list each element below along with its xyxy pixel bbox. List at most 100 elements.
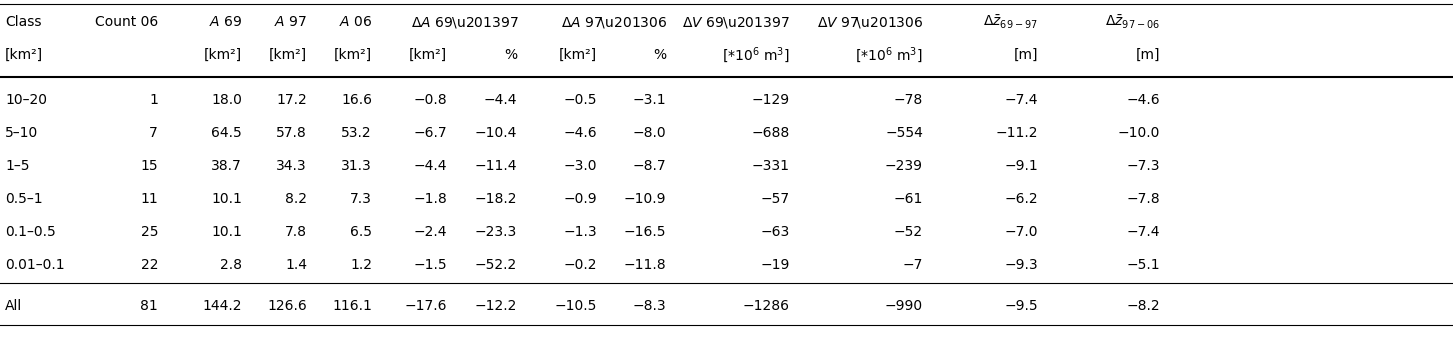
Text: −11.2: −11.2	[995, 126, 1037, 140]
Text: $\Delta\bar{z}_{97-06}$: $\Delta\bar{z}_{97-06}$	[1106, 14, 1159, 31]
Text: 11: 11	[141, 192, 158, 206]
Text: −2.4: −2.4	[414, 225, 448, 239]
Text: −52: −52	[894, 225, 923, 239]
Text: −331: −331	[753, 159, 790, 173]
Text: −8.0: −8.0	[632, 126, 665, 140]
Text: −10.9: −10.9	[623, 192, 665, 206]
Text: −4.6: −4.6	[564, 126, 597, 140]
Text: −7.4: −7.4	[1004, 93, 1037, 107]
Text: Class: Class	[4, 15, 42, 29]
Text: [*10$^6$ m$^3$]: [*10$^6$ m$^3$]	[856, 45, 923, 65]
Text: $A$ 69: $A$ 69	[209, 15, 243, 29]
Text: −0.2: −0.2	[564, 258, 597, 272]
Text: −0.9: −0.9	[564, 192, 597, 206]
Text: 144.2: 144.2	[202, 299, 243, 313]
Text: −1286: −1286	[742, 299, 790, 313]
Text: [m]: [m]	[1014, 48, 1037, 62]
Text: 8.2: 8.2	[285, 192, 307, 206]
Text: −129: −129	[751, 93, 790, 107]
Text: 0.01–0.1: 0.01–0.1	[4, 258, 64, 272]
Text: 10.1: 10.1	[211, 192, 243, 206]
Text: 7.8: 7.8	[285, 225, 307, 239]
Text: −8.3: −8.3	[632, 299, 665, 313]
Text: 31.3: 31.3	[341, 159, 372, 173]
Text: −1.3: −1.3	[564, 225, 597, 239]
Text: $\Delta A$ 97\u201306: $\Delta A$ 97\u201306	[561, 15, 667, 30]
Text: $A$ 97: $A$ 97	[275, 15, 307, 29]
Text: −1.8: −1.8	[413, 192, 448, 206]
Text: 1–5: 1–5	[4, 159, 29, 173]
Text: 17.2: 17.2	[276, 93, 307, 107]
Text: 0.1–0.5: 0.1–0.5	[4, 225, 55, 239]
Text: $\Delta\bar{z}_{69-97}$: $\Delta\bar{z}_{69-97}$	[984, 14, 1037, 31]
Text: −10.4: −10.4	[475, 126, 517, 140]
Text: −8.2: −8.2	[1126, 299, 1159, 313]
Text: [km²]: [km²]	[559, 48, 597, 62]
Text: 25: 25	[141, 225, 158, 239]
Text: %: %	[652, 48, 665, 62]
Text: 53.2: 53.2	[341, 126, 372, 140]
Text: −990: −990	[885, 299, 923, 313]
Text: 64.5: 64.5	[211, 126, 243, 140]
Text: 1: 1	[150, 93, 158, 107]
Text: −18.2: −18.2	[475, 192, 517, 206]
Text: −57: −57	[761, 192, 790, 206]
Text: −10.0: −10.0	[1117, 126, 1159, 140]
Text: 34.3: 34.3	[276, 159, 307, 173]
Text: $\Delta V$ 69\u201397: $\Delta V$ 69\u201397	[681, 15, 790, 30]
Text: Count 06: Count 06	[94, 15, 158, 29]
Text: −8.7: −8.7	[632, 159, 665, 173]
Text: −9.5: −9.5	[1004, 299, 1037, 313]
Text: −52.2: −52.2	[475, 258, 517, 272]
Text: −4.4: −4.4	[484, 93, 517, 107]
Text: 16.6: 16.6	[341, 93, 372, 107]
Text: %: %	[504, 48, 517, 62]
Text: −78: −78	[894, 93, 923, 107]
Text: −19: −19	[760, 258, 790, 272]
Text: −0.5: −0.5	[564, 93, 597, 107]
Text: −9.3: −9.3	[1004, 258, 1037, 272]
Text: 2.8: 2.8	[219, 258, 243, 272]
Text: 6.5: 6.5	[350, 225, 372, 239]
Text: [*10$^6$ m$^3$]: [*10$^6$ m$^3$]	[722, 45, 790, 65]
Text: 5–10: 5–10	[4, 126, 38, 140]
Text: [km²]: [km²]	[408, 48, 448, 62]
Text: −6.7: −6.7	[413, 126, 448, 140]
Text: 1.2: 1.2	[350, 258, 372, 272]
Text: $\Delta A$ 69\u201397: $\Delta A$ 69\u201397	[411, 15, 519, 30]
Text: 57.8: 57.8	[276, 126, 307, 140]
Text: −0.8: −0.8	[413, 93, 448, 107]
Text: [km²]: [km²]	[4, 48, 44, 62]
Text: −11.8: −11.8	[623, 258, 665, 272]
Text: −11.4: −11.4	[475, 159, 517, 173]
Text: 18.0: 18.0	[211, 93, 243, 107]
Text: 116.1: 116.1	[333, 299, 372, 313]
Text: 38.7: 38.7	[211, 159, 243, 173]
Text: −7.0: −7.0	[1004, 225, 1037, 239]
Text: −9.1: −9.1	[1004, 159, 1037, 173]
Text: [km²]: [km²]	[203, 48, 243, 62]
Text: 81: 81	[141, 299, 158, 313]
Text: −4.6: −4.6	[1126, 93, 1159, 107]
Text: 7: 7	[150, 126, 158, 140]
Text: 10–20: 10–20	[4, 93, 46, 107]
Text: −554: −554	[885, 126, 923, 140]
Text: −6.2: −6.2	[1004, 192, 1037, 206]
Text: −7.3: −7.3	[1126, 159, 1159, 173]
Text: 1.4: 1.4	[285, 258, 307, 272]
Text: 126.6: 126.6	[267, 299, 307, 313]
Text: −23.3: −23.3	[475, 225, 517, 239]
Text: −4.4: −4.4	[414, 159, 448, 173]
Text: 0.5–1: 0.5–1	[4, 192, 42, 206]
Text: −239: −239	[885, 159, 923, 173]
Text: −17.6: −17.6	[404, 299, 448, 313]
Text: 10.1: 10.1	[211, 225, 243, 239]
Text: −688: −688	[751, 126, 790, 140]
Text: −7: −7	[902, 258, 923, 272]
Text: [km²]: [km²]	[334, 48, 372, 62]
Text: −3.1: −3.1	[632, 93, 665, 107]
Text: −12.2: −12.2	[475, 299, 517, 313]
Text: [km²]: [km²]	[269, 48, 307, 62]
Text: [m]: [m]	[1135, 48, 1159, 62]
Text: −1.5: −1.5	[413, 258, 448, 272]
